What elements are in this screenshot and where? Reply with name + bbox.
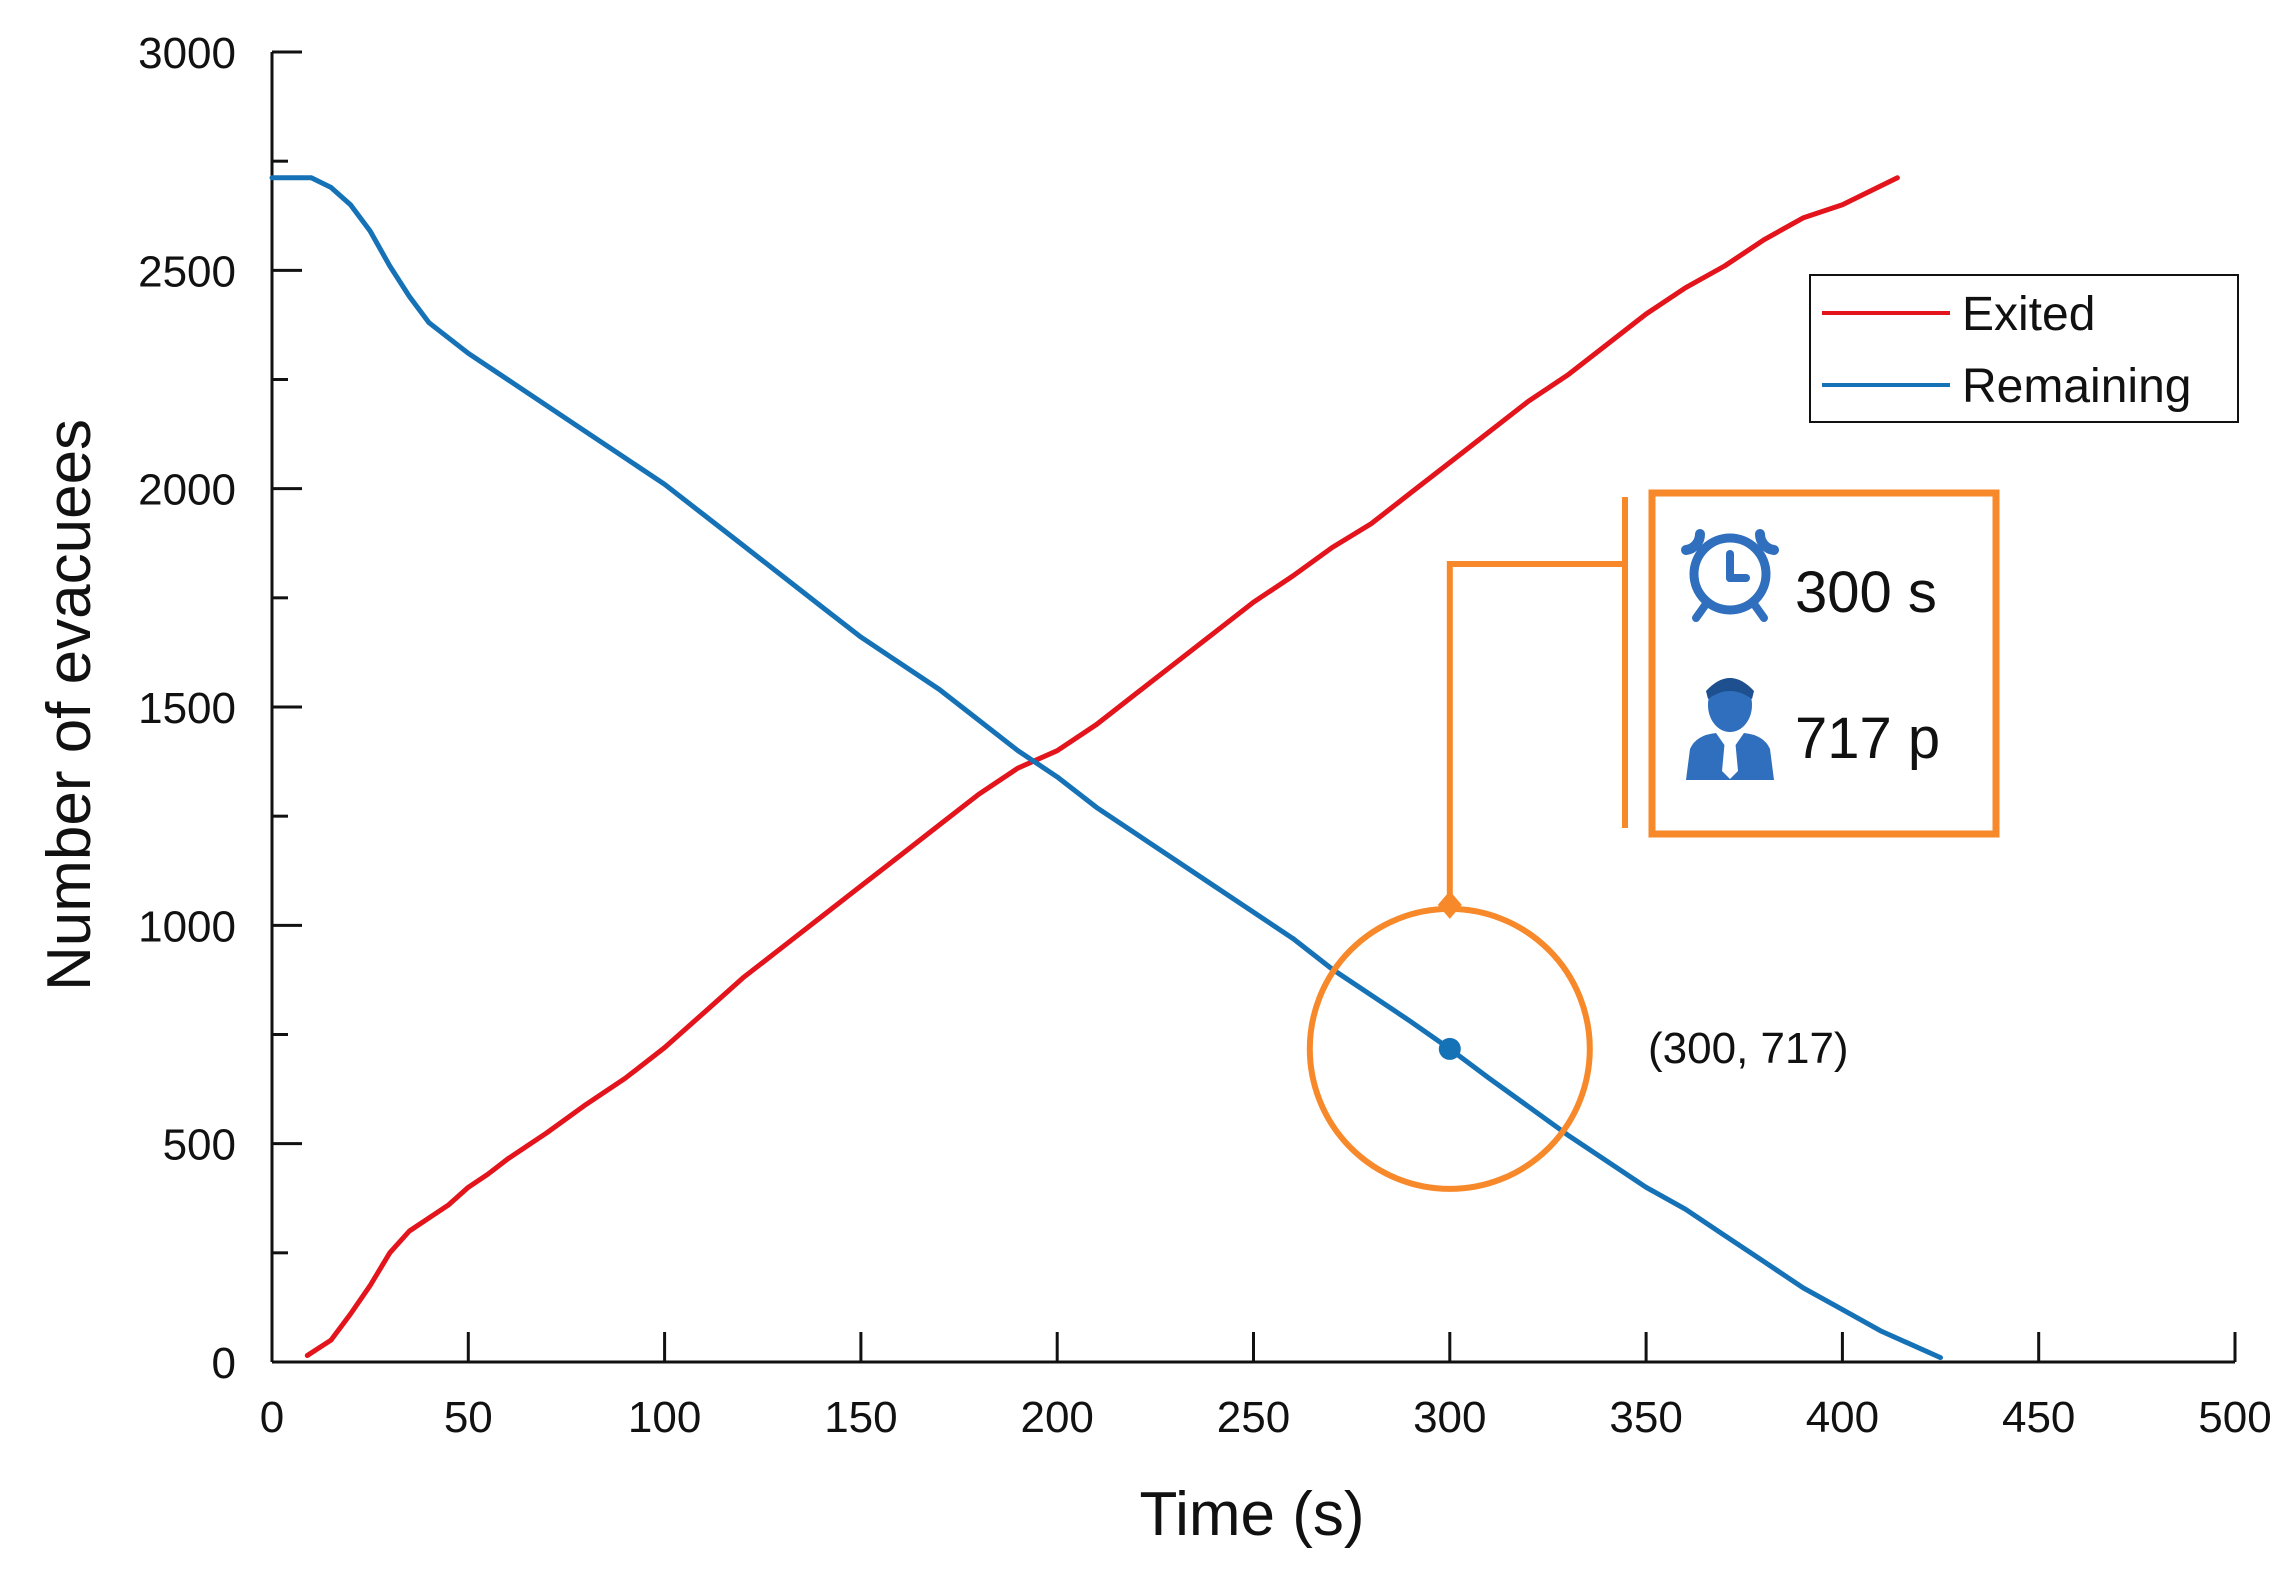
y-tick-label: 3000 bbox=[138, 29, 236, 78]
x-tick-label: 400 bbox=[1806, 1393, 1879, 1442]
x-tick-label: 250 bbox=[1217, 1393, 1290, 1442]
x-tick-label: 200 bbox=[1020, 1393, 1093, 1442]
series-layer bbox=[269, 175, 1943, 1361]
y-tick-label: 0 bbox=[212, 1339, 236, 1388]
leader-line bbox=[1446, 561, 1625, 897]
y-tick-label: 1000 bbox=[138, 902, 236, 951]
x-tick-label: 300 bbox=[1413, 1393, 1486, 1442]
x-tick-label: 100 bbox=[628, 1393, 701, 1442]
x-tick-label: 450 bbox=[2002, 1393, 2075, 1442]
x-tick-label: 350 bbox=[1609, 1393, 1682, 1442]
legend-label-remaining: Remaining bbox=[1962, 360, 2191, 413]
series-line-remaining bbox=[269, 175, 1943, 1361]
highlight-point-label: (300, 717) bbox=[1648, 1024, 1849, 1073]
x-tick-label: 50 bbox=[444, 1393, 493, 1442]
alarm-clock-icon bbox=[1681, 529, 1779, 622]
y-tick-label: 2500 bbox=[138, 247, 236, 296]
x-tick-label: 0 bbox=[260, 1393, 284, 1442]
legend: Exited Remaining bbox=[1809, 274, 2239, 423]
callout-people-text: 717 p bbox=[1795, 706, 1940, 771]
x-axis-label: Time (s) bbox=[1140, 1480, 1365, 1549]
y-tick-label: 500 bbox=[163, 1121, 236, 1170]
annotation-callout: 300 s 717 p (300, 717) bbox=[1306, 489, 2000, 1192]
y-tick-label: 2000 bbox=[138, 466, 236, 515]
y-axis-ticks: 0 500 1000 1500 2000 2500 3000 bbox=[138, 29, 302, 1388]
callout-time-text: 300 s bbox=[1795, 560, 1937, 625]
legend-label-exited: Exited bbox=[1962, 288, 2095, 341]
highlight-point bbox=[1438, 1037, 1461, 1060]
y-axis-label: Number of evacuees bbox=[35, 419, 104, 991]
x-axis-ticks: 0 50 100 150 200 250 300 350 400 450 500 bbox=[260, 1332, 2272, 1442]
legend-box bbox=[1809, 274, 2239, 423]
x-tick-label: 150 bbox=[824, 1393, 897, 1442]
series-line-exited bbox=[304, 175, 1900, 1358]
x-tick-label: 500 bbox=[2198, 1393, 2271, 1442]
y-tick-label: 1500 bbox=[138, 684, 236, 733]
person-icon bbox=[1686, 678, 1774, 780]
leader-diamond bbox=[1437, 890, 1462, 919]
